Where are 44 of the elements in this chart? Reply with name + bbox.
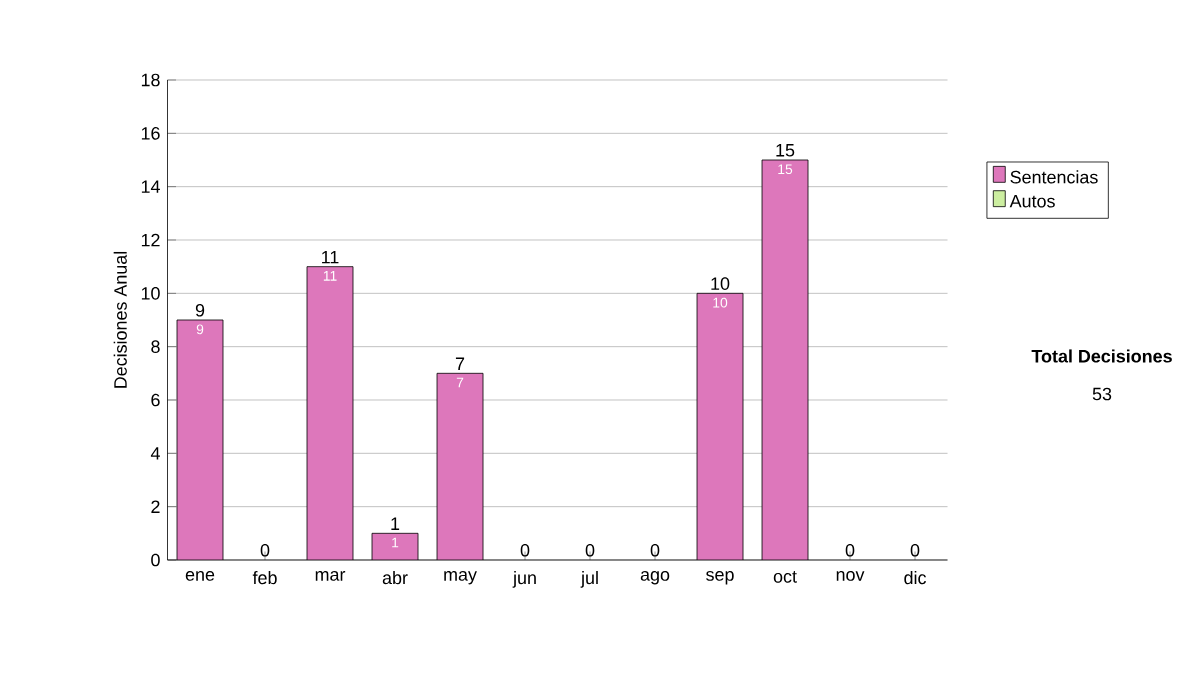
total-label: 1 (391, 517, 400, 530)
total-label: 10 (711, 277, 730, 290)
y-tick-label: 14 (141, 180, 160, 193)
legend-label: Autos (1009, 194, 1055, 208)
total-label: 0 (910, 543, 920, 557)
total-label: 0 (585, 543, 595, 557)
y-tick-label: 16 (141, 126, 160, 140)
total-label: 15 (776, 144, 795, 157)
y-tick-label: 0 (151, 553, 160, 567)
x-tick-label: may (444, 571, 477, 585)
x-tick-label: jun (512, 571, 536, 588)
x-tick-label: dic (904, 571, 927, 585)
y-axis-title: Decisiones Anual (113, 251, 127, 388)
x-tick-label: jul (580, 571, 598, 588)
legend-label: Sentencias (1010, 170, 1098, 184)
y-tick-label: 8 (151, 340, 160, 354)
total-label: 0 (650, 543, 660, 557)
bar (437, 373, 484, 560)
y-tick-label: 18 (141, 73, 160, 87)
text: Total Decisiones (1031, 349, 1172, 363)
bar (177, 319, 224, 560)
total-label: 0 (520, 543, 530, 557)
y-tick-label: 2 (151, 500, 160, 513)
y-tick-label: 12 (141, 233, 160, 247)
x-tick-label: oct (773, 571, 797, 583)
bar (697, 293, 744, 560)
x-tick-label: abr (382, 571, 408, 585)
total-label: 0 (260, 543, 270, 557)
x-tick-label: ene (185, 571, 215, 581)
total-label: 7 (455, 357, 465, 370)
x-tick-label: nov (836, 571, 865, 581)
bar (307, 266, 354, 560)
text: 53 (1092, 387, 1112, 401)
x-tick-label: sep (706, 571, 734, 585)
x-tick-label: feb (252, 571, 277, 585)
total-label: 9 (195, 303, 205, 317)
y-tick-label: 4 (150, 447, 160, 460)
x-tick-label: mar (315, 571, 346, 581)
x-tick-label: ago (640, 571, 670, 585)
total-label: 0 (845, 543, 855, 557)
y-tick-label: 6 (151, 393, 160, 407)
total-label: 11 (322, 250, 339, 264)
bar (761, 159, 809, 560)
y-tick-label: 10 (141, 286, 160, 300)
